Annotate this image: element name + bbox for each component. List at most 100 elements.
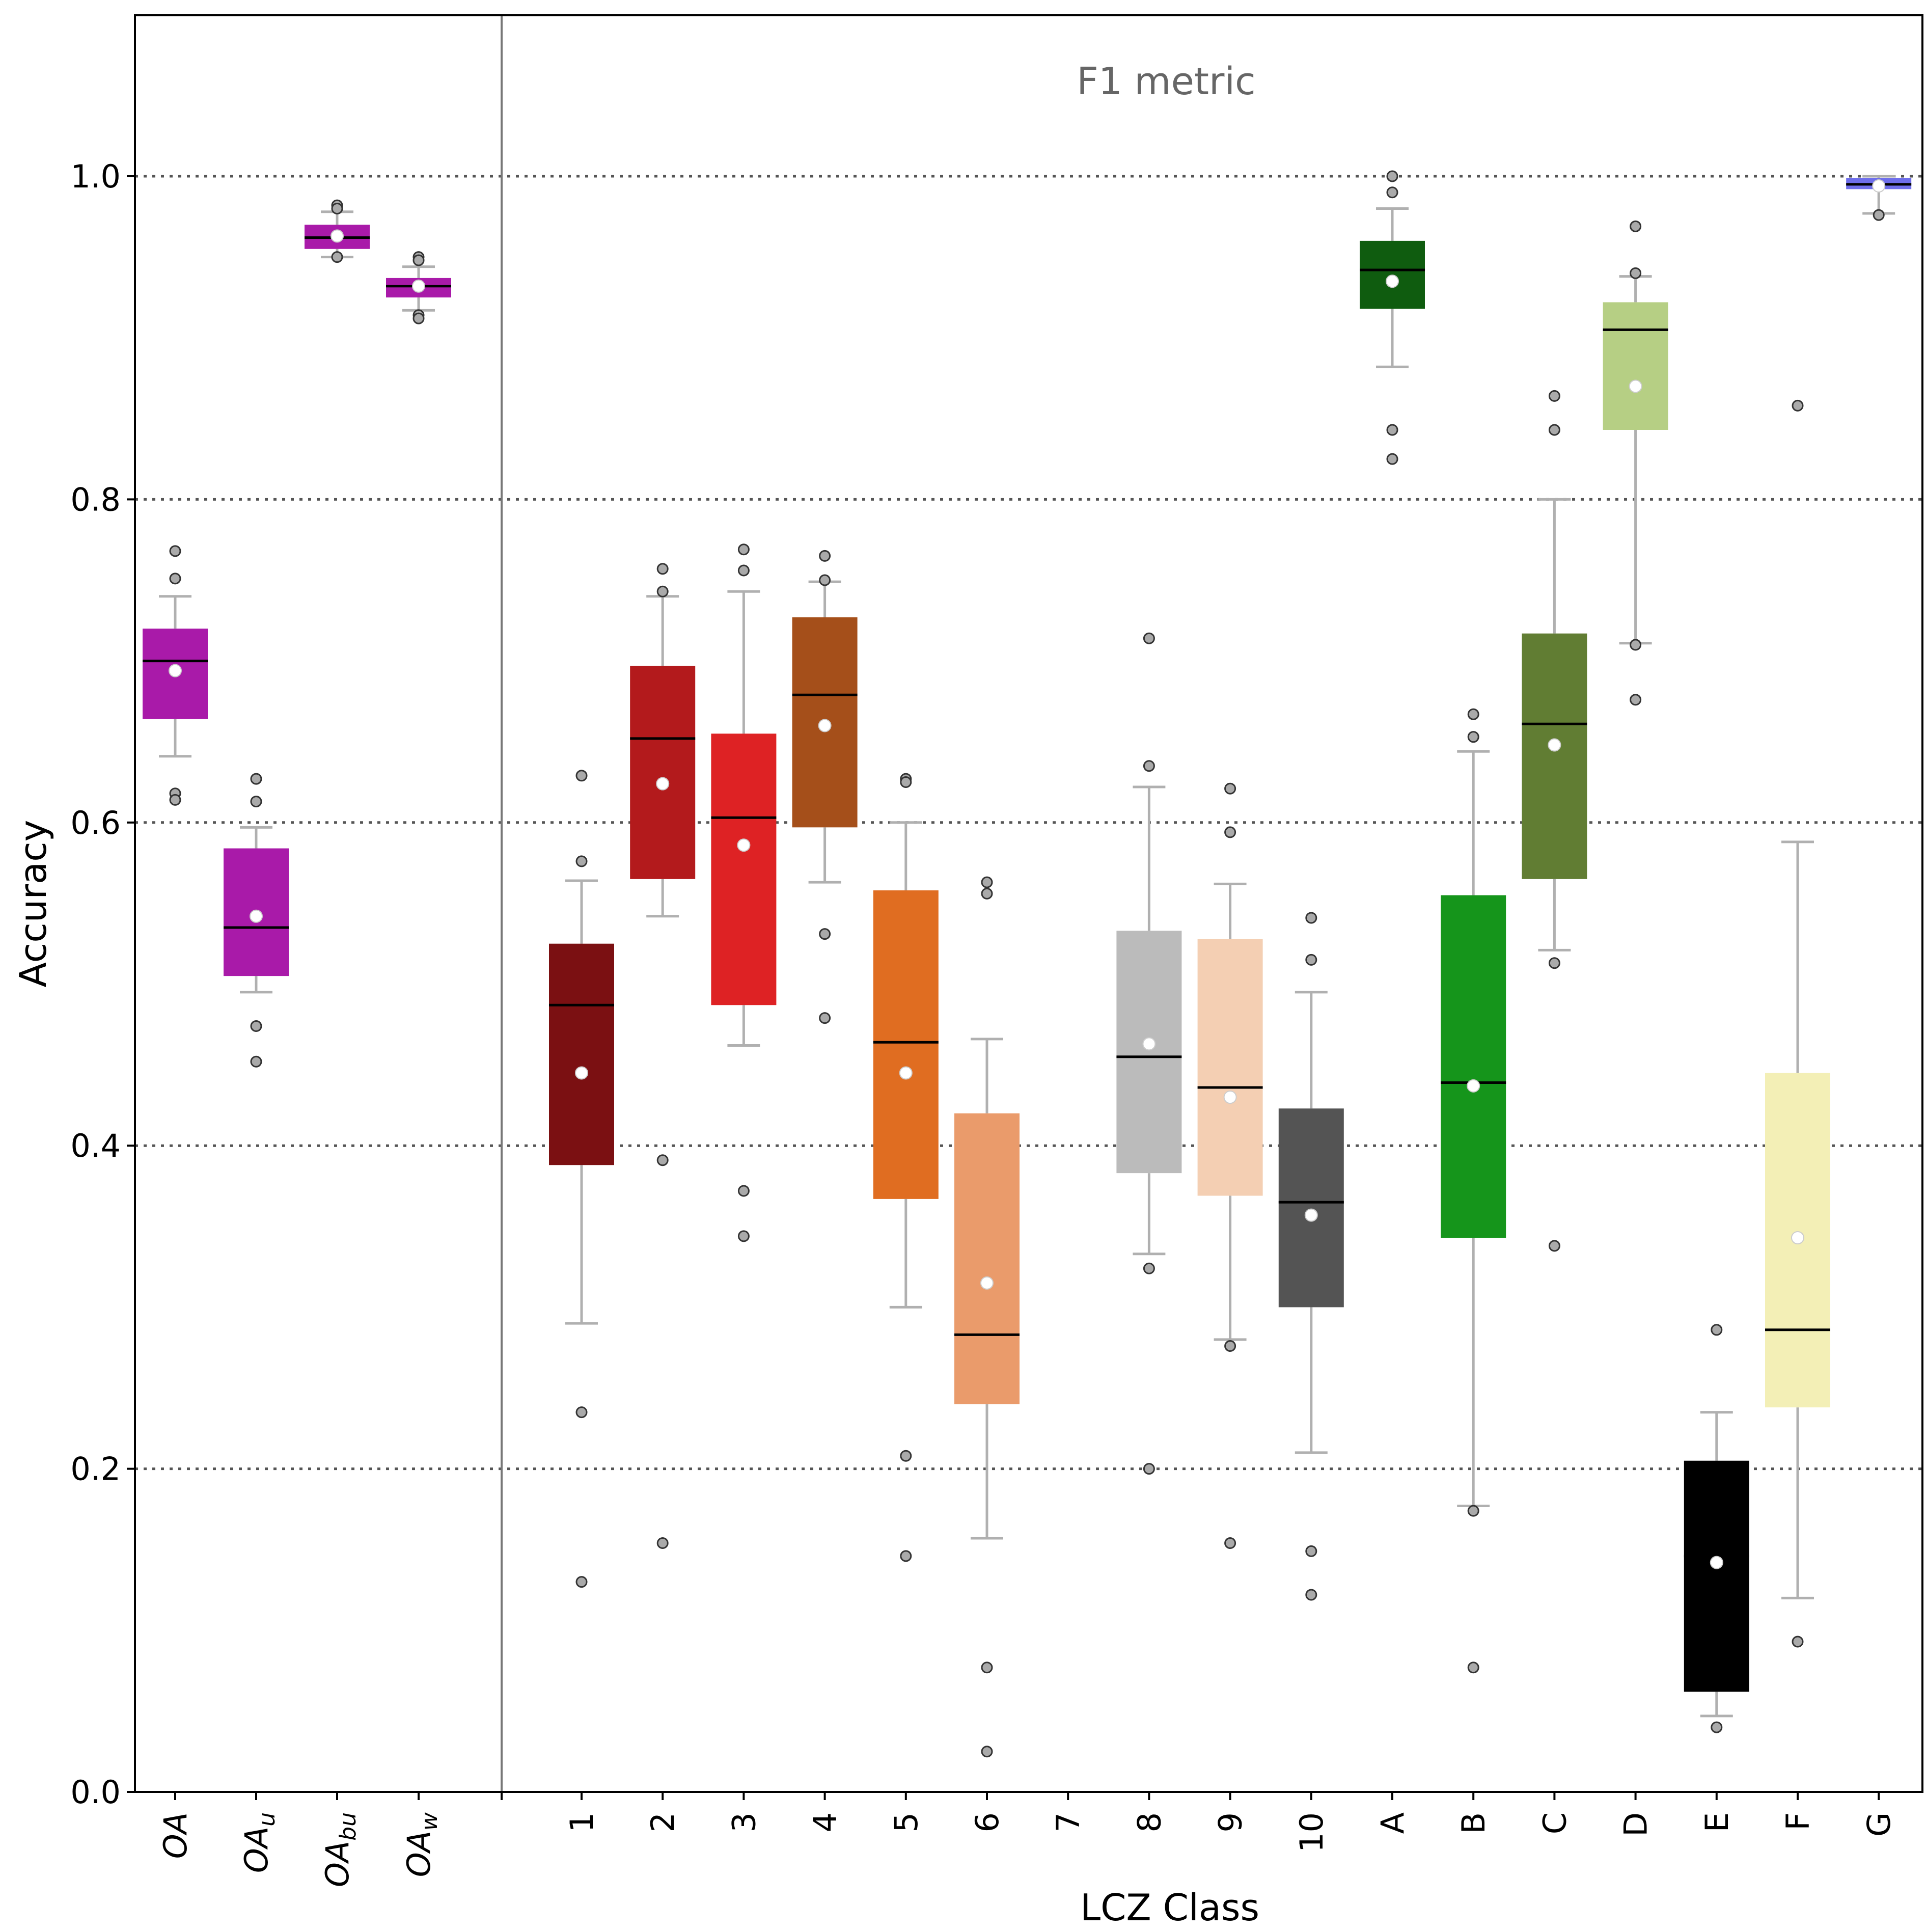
outlier-point	[1711, 1721, 1723, 1733]
outlier-point	[250, 796, 262, 808]
mean-marker	[1223, 1091, 1237, 1104]
x-tick-label-base: OA	[238, 1827, 275, 1873]
outlier-point	[1143, 632, 1155, 644]
x-tick-label-base: OA	[157, 1812, 194, 1859]
x-tick-label: 7	[1050, 1812, 1087, 1832]
outlier-point	[169, 545, 181, 557]
outlier-point	[575, 1576, 588, 1588]
box-OA_w	[386, 251, 451, 324]
outlier-point	[981, 887, 993, 900]
y-axis: 0.0 0.2 0.4 0.6 0.8 1.0	[70, 158, 135, 1811]
x-tick-label: B	[1455, 1812, 1492, 1834]
y-tick-label: 0.8	[70, 481, 121, 518]
outlier-point	[981, 1662, 993, 1674]
box-8	[1116, 632, 1182, 1475]
x-tick-label: C	[1536, 1812, 1573, 1834]
x-tick-label: E	[1698, 1812, 1736, 1832]
box-6	[954, 876, 1020, 1758]
outlier-point	[1305, 1589, 1317, 1601]
mean-marker	[331, 229, 344, 243]
x-tick-label: 10	[1293, 1812, 1330, 1853]
x-tick-label: OA	[157, 1812, 194, 1859]
box-body	[1603, 302, 1668, 430]
outlier-point	[1630, 267, 1642, 279]
outlier-point	[656, 585, 669, 597]
mean-marker	[1467, 1079, 1480, 1093]
y-tick-label: 0.0	[70, 1774, 121, 1811]
box-F	[1765, 399, 1830, 1648]
outlier-point	[981, 1746, 993, 1758]
box-5	[873, 773, 939, 1562]
mean-marker	[1872, 179, 1886, 193]
x-tick-label: 8	[1131, 1812, 1168, 1832]
box-G	[1846, 175, 1912, 221]
outlier-point	[1224, 782, 1236, 795]
box-body	[873, 890, 939, 1199]
box-9	[1197, 782, 1263, 1549]
outlier-point	[900, 1550, 912, 1562]
mean-marker	[1386, 275, 1399, 288]
outlier-point	[331, 251, 343, 263]
y-tick-label: 0.4	[70, 1127, 121, 1164]
mean-marker	[899, 1066, 913, 1080]
x-tick-label: 9	[1212, 1812, 1249, 1832]
outlier-point	[737, 1230, 750, 1242]
outlier-point	[1630, 220, 1642, 232]
box-OA_u	[224, 773, 289, 1068]
mean-marker	[656, 777, 670, 791]
x-tick-label: OAu	[238, 1812, 280, 1873]
outlier-point	[819, 550, 831, 562]
x-tick-label: D	[1617, 1812, 1655, 1837]
y-tick-label: 0.6	[70, 804, 121, 841]
outlier-point	[575, 855, 588, 867]
outlier-point	[1467, 731, 1479, 743]
x-tick-label: 6	[969, 1812, 1006, 1832]
x-tick-label-subscript: w	[417, 1812, 443, 1831]
outlier-point	[1143, 1463, 1155, 1475]
box-1	[549, 770, 614, 1588]
outlier-point	[169, 794, 181, 806]
x-tick-label: 4	[807, 1812, 844, 1832]
outlier-point	[819, 928, 831, 940]
x-tick-label: 3	[725, 1812, 762, 1832]
outlier-point	[819, 574, 831, 586]
outlier-point	[1630, 694, 1642, 706]
box-B	[1441, 708, 1506, 1674]
x-tick-label: 2	[644, 1812, 681, 1832]
outlier-point	[1467, 1505, 1479, 1517]
box-A	[1360, 170, 1425, 465]
mean-marker	[1548, 738, 1561, 752]
outlier-point	[1386, 453, 1398, 465]
mean-marker	[575, 1066, 588, 1080]
outlier-point	[1467, 708, 1479, 720]
outlier-point	[737, 564, 750, 577]
y-tick-label: 1.0	[70, 158, 121, 195]
x-tick-label: A	[1374, 1812, 1411, 1834]
y-axis-label: Accuracy	[12, 820, 54, 988]
mean-marker	[250, 909, 263, 923]
outlier-point	[1792, 399, 1804, 412]
x-tick-label: OAw	[400, 1812, 443, 1877]
box-D	[1603, 220, 1668, 706]
box-3	[711, 543, 777, 1242]
mean-marker	[737, 838, 751, 852]
box-body	[1278, 1108, 1344, 1308]
mean-marker	[1710, 1556, 1723, 1569]
outlier-point	[250, 1020, 262, 1032]
box-OA_bu	[305, 199, 370, 263]
box-layer	[143, 170, 1912, 1758]
outlier-point	[169, 573, 181, 585]
box-body	[1116, 931, 1182, 1174]
x-tick-label: 1	[563, 1812, 600, 1832]
outlier-point	[981, 876, 993, 888]
x-axis-label: LCZ Class	[1080, 1886, 1259, 1929]
outlier-point	[1224, 1537, 1236, 1549]
x-tick-label: F	[1779, 1812, 1817, 1831]
mean-marker	[412, 279, 425, 293]
outlier-point	[1224, 826, 1236, 838]
outlier-point	[250, 773, 262, 785]
outlier-point	[656, 563, 669, 575]
